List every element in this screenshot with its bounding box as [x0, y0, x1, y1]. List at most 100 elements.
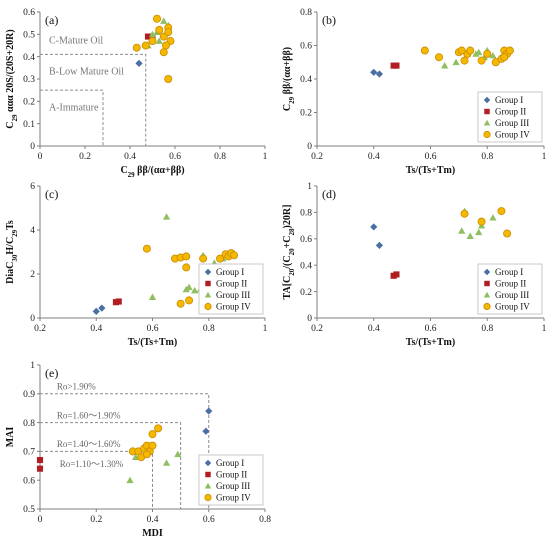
x-tick-label: 0 — [38, 152, 43, 162]
point-group-iii — [162, 459, 171, 466]
legend-label: Group II — [495, 107, 526, 117]
point-group-iii — [489, 51, 497, 59]
panel-label: (e) — [45, 366, 58, 380]
point-group-iii — [174, 450, 182, 458]
y-tick-label: 6 — [30, 182, 35, 192]
y-tick-label: 0 — [307, 314, 312, 324]
x-tick-label: 0.8 — [481, 324, 493, 334]
x-tick-label: 0.6 — [425, 324, 437, 334]
point-group-iv — [477, 217, 486, 226]
point-group-iii — [458, 227, 466, 234]
x-tick-label: 1 — [542, 152, 547, 162]
legend-label: Group II — [216, 279, 247, 289]
legend-label: Group I — [216, 458, 244, 468]
x-axis-title: C29 ββ/(αα+ββ) — [120, 165, 184, 179]
point-group-i — [370, 68, 378, 76]
y-axis-title: DiaC30H/C29Ts — [5, 220, 19, 284]
legend-label: Group I — [495, 95, 523, 105]
point-group-i — [370, 223, 378, 231]
legend-marker — [484, 108, 490, 115]
point-group-iii — [475, 48, 483, 56]
x-tick-label: 0.6 — [425, 152, 437, 162]
point-group-iv — [182, 252, 191, 261]
point-group-iv — [148, 430, 157, 439]
x-tick-label: 1 — [263, 152, 268, 162]
guide-ro-160 — [40, 422, 182, 509]
x-tick-label: 1 — [542, 324, 547, 334]
x-tick-label: 1 — [263, 324, 268, 334]
point-group-iv — [457, 46, 466, 55]
x-axis-title: Ts/(Ts+Tm) — [406, 337, 455, 348]
ro-annotation: Ro=1.40～1.60% — [57, 439, 121, 449]
x-tick-label: 0.4 — [147, 515, 159, 525]
point-group-iii — [155, 37, 163, 44]
legend-label: Group III — [495, 290, 529, 300]
y-tick-label: 0.6 — [300, 235, 312, 245]
point-group-iii — [472, 50, 480, 57]
y-tick-label: 0.3 — [23, 75, 35, 85]
point-group-ii — [393, 62, 400, 69]
point-group-i — [202, 427, 210, 435]
x-tick-label: 0.2 — [311, 324, 323, 334]
panel-b: 0.2 0.4 0.6 0.8 100.20.40.60.8Ts/(Ts+Tm)C29 … — [282, 8, 547, 176]
zone-c-label: C-Mature Oil — [49, 35, 103, 46]
legend-label: Group III — [495, 118, 529, 128]
boundary-low-mature — [40, 53, 147, 146]
legend-label: Group IV — [216, 493, 251, 503]
point-group-iv — [161, 41, 170, 50]
point-group-ii — [115, 298, 122, 305]
point-group-iv — [500, 53, 509, 62]
legend-marker — [483, 130, 491, 139]
point-group-i — [135, 59, 143, 67]
point-group-iv — [497, 207, 506, 216]
legend-marker — [483, 119, 491, 126]
point-group-iv — [215, 254, 224, 263]
legend-label: Group III — [216, 481, 250, 491]
panel-label: (b) — [322, 13, 336, 27]
point-group-ii — [393, 271, 400, 278]
y-axis-title: C29 ααα 20S/(20S+20R) — [5, 29, 19, 128]
point-group-iii — [466, 232, 474, 240]
x-tick-label: 0.2 — [79, 152, 91, 162]
x-tick-label: 0.4 — [368, 324, 380, 334]
legend-label: Group IV — [495, 130, 530, 140]
point-group-iv — [199, 254, 208, 263]
point-group-iv — [503, 229, 512, 238]
point-group-iv — [148, 37, 157, 46]
legend-label: Group IV — [495, 302, 530, 312]
y-tick-label: 1 — [307, 182, 312, 192]
point-group-iv — [164, 75, 173, 84]
x-tick-label: 0.6 — [147, 324, 159, 334]
point-group-iv — [505, 46, 514, 55]
point-group-iv — [182, 263, 191, 272]
point-group-iii — [475, 228, 483, 236]
point-group-iv — [142, 450, 151, 459]
y-tick-label: 0 — [307, 142, 312, 152]
panel-d: 0.2 0.4 0.6 0.8 100.20.40.60.81Ts/(Ts+Tm)TA[… — [282, 182, 547, 348]
point-group-iii — [148, 30, 157, 38]
y-tick-label: 0.4 — [300, 261, 312, 271]
y-axis-title: MAI — [5, 427, 16, 448]
y-tick-label: 0.5 — [23, 31, 35, 41]
y-tick-label: 4 — [30, 226, 35, 236]
legend-marker — [204, 482, 212, 489]
x-tick-label: 0 — [38, 515, 43, 525]
legend-marker — [483, 291, 491, 298]
zone-a-label: A-Immature — [49, 102, 99, 113]
y-tick-label: 0.5 — [23, 505, 35, 515]
panel-a: 0 0.2 0.4 0.6 0.8 1 0 0.1 0.2 0.3 0.4 0.5 0.6 C29 ββ/… — [5, 8, 268, 179]
y-tick-label: 0.2 — [300, 288, 312, 298]
y-tick-label: 0.8 — [300, 8, 312, 18]
ro-annotation: Ro>1.90% — [57, 381, 96, 391]
x-tick-label: 0.6 — [203, 515, 215, 525]
panel-label: (c) — [45, 187, 58, 201]
x-tick-label: 0.4 — [368, 152, 380, 162]
y-tick-label: 0 — [30, 142, 35, 152]
x-tick-label: 0.4 — [124, 152, 136, 162]
legend-marker — [204, 268, 212, 276]
point-group-iii — [148, 293, 157, 300]
point-group-iii — [126, 476, 134, 484]
